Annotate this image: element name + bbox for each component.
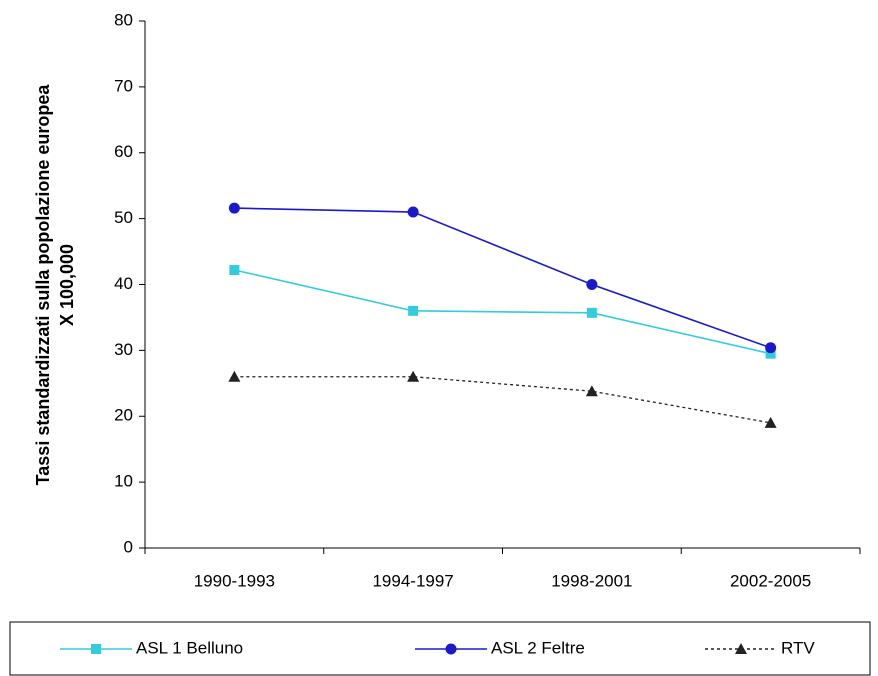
x-tick-label: 1990-1993 — [194, 571, 275, 590]
marker — [229, 265, 240, 276]
marker — [586, 279, 598, 290]
marker — [228, 202, 240, 214]
y-tick-label: 10 — [114, 472, 133, 491]
y-tick-label: 70 — [114, 76, 133, 95]
y-tick-label: 50 — [114, 208, 133, 227]
marker — [228, 370, 241, 382]
marker — [765, 348, 776, 359]
marker — [585, 385, 598, 397]
marker — [91, 644, 101, 654]
series-line — [234, 207, 771, 349]
y-tick-label: 60 — [114, 142, 133, 161]
y-axis-title: Tassi standardizzati sulla popolazione e… — [33, 84, 53, 486]
y-tick-label: 80 — [114, 10, 133, 29]
legend-box — [9, 621, 871, 676]
y-tick-label: 20 — [114, 406, 133, 425]
marker — [586, 307, 597, 318]
marker — [407, 370, 420, 382]
marker — [735, 643, 747, 654]
marker — [407, 206, 419, 218]
legend-label: ASL 1 Belluno — [136, 638, 243, 657]
legend-label: ASL 2 Feltre — [491, 638, 585, 657]
legend-label: RTV — [781, 638, 815, 657]
series-line — [234, 376, 771, 424]
y-tick-label: 40 — [114, 274, 133, 293]
marker — [764, 416, 777, 428]
y-tick-label: 30 — [114, 340, 133, 359]
marker — [445, 643, 457, 655]
series-line — [234, 269, 771, 355]
x-tick-label: 1994-1997 — [372, 571, 453, 590]
x-tick-label: 1998-2001 — [551, 571, 632, 590]
marker — [765, 342, 777, 354]
x-tick-label: 2002-2005 — [730, 571, 811, 590]
y-tick-label: 0 — [124, 537, 133, 556]
marker — [408, 305, 419, 316]
y-axis-title: X 100,000 — [57, 244, 77, 326]
